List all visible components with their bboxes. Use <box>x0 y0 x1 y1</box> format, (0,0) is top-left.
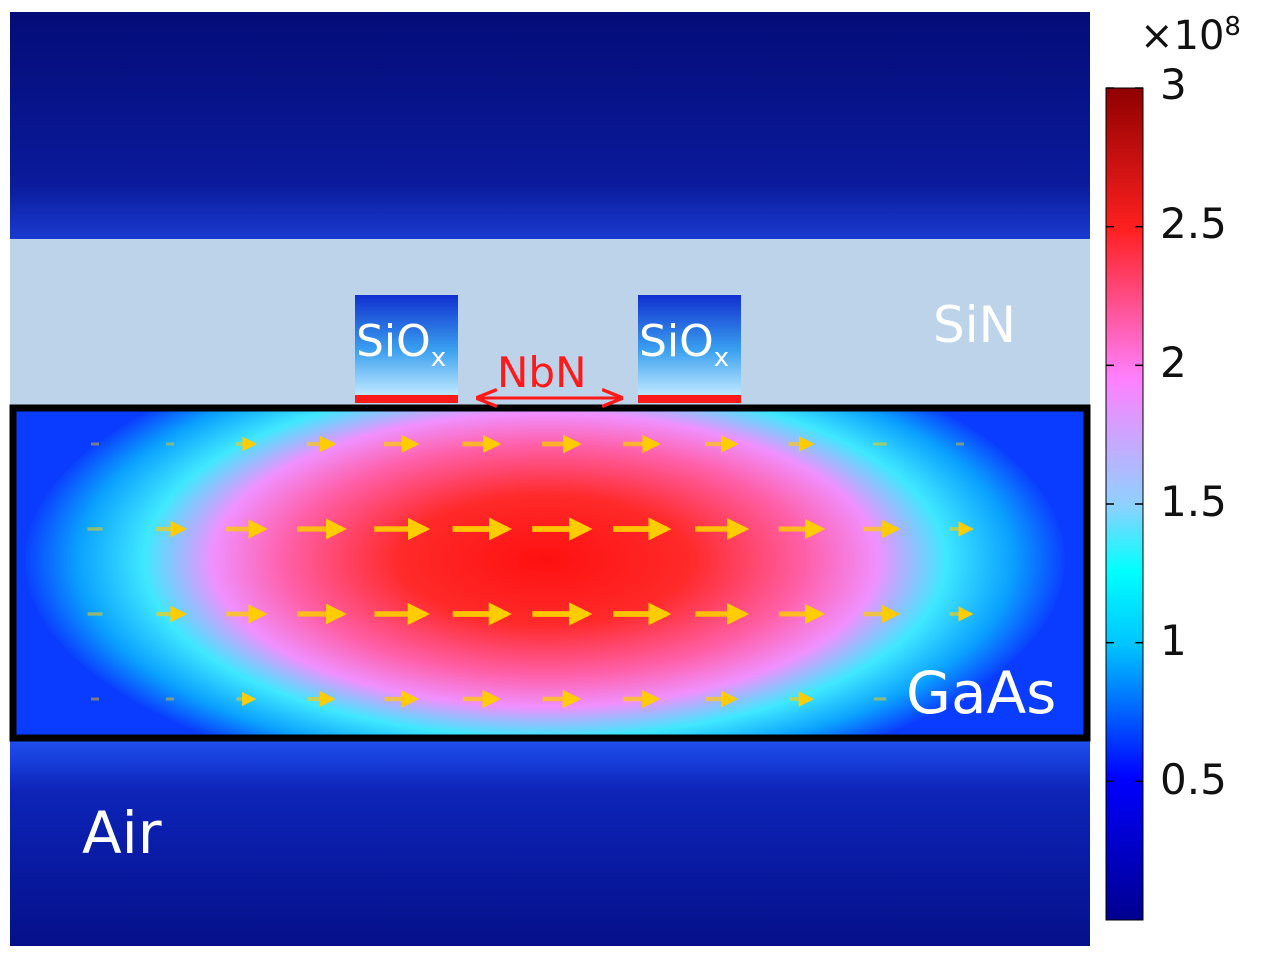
siox-label-left-sub: x <box>430 342 447 373</box>
colorbar-tick-marks <box>1106 87 1143 783</box>
air-top-region <box>10 12 1090 239</box>
air-label: Air <box>82 799 162 867</box>
colorbar-multiplier-base: ×10 <box>1140 13 1225 59</box>
siox-label-right-sub: x <box>713 342 730 373</box>
colorbar-tick-2-5: 2.5 <box>1160 199 1227 248</box>
nbn-label: NbN <box>497 348 587 397</box>
gaas-outline <box>9 404 1091 742</box>
colorbar-tick-1-5: 1.5 <box>1160 477 1227 526</box>
colorbar-multiplier-exponent: 8 <box>1224 12 1241 42</box>
nbn-strip-left <box>355 395 458 403</box>
colorbar-multiplier: ×108 <box>1140 14 1241 56</box>
siox-block-right <box>638 295 741 395</box>
sin-layer <box>10 239 1090 407</box>
gaas-label: GaAs <box>906 659 1057 727</box>
colorbar-tick-0-5: 0.5 <box>1160 755 1227 804</box>
nbn-strip-right <box>638 395 741 403</box>
siox-block-left <box>355 295 458 395</box>
siox-label-left-base: SiO <box>356 316 431 367</box>
siox-label-right: SiOx <box>639 320 729 371</box>
optical-mode-profile <box>25 408 1065 738</box>
sin-label: SiN <box>933 296 1017 354</box>
colorbar-tick-3: 3 <box>1160 60 1187 109</box>
colorbar-tick-2: 2 <box>1160 338 1187 387</box>
electric-field-arrows <box>87 434 974 709</box>
air-bottom-region <box>10 740 1090 946</box>
siox-label-left: SiOx <box>356 320 446 371</box>
siox-label-right-base: SiO <box>639 316 714 367</box>
colorbar-tick-1: 1 <box>1160 616 1187 665</box>
